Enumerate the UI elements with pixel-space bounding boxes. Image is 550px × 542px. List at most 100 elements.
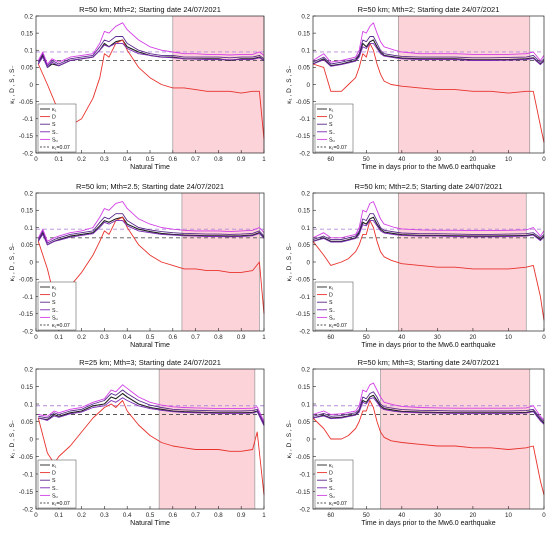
- y-tick-label: 0.05: [298, 65, 311, 72]
- x-tick-label: 50: [363, 512, 370, 519]
- y-tick-label: 0.05: [298, 419, 311, 426]
- y-axis-label: κ₁ , D , S , S₋: [286, 242, 293, 281]
- legend-label: D: [52, 471, 56, 477]
- x-axis-label: Natural Time: [130, 164, 170, 171]
- y-tick-label: -0.05: [19, 277, 34, 284]
- legend-label: S: [329, 300, 333, 306]
- legend: κ₁ DS S₋Sᵤ κ₁=0.07: [37, 281, 77, 331]
- x-tick-label: 30: [434, 156, 441, 163]
- x-tick-label: 0.8: [214, 156, 223, 163]
- series-line-1: [312, 216, 545, 242]
- y-tick-label: 0.05: [21, 65, 34, 72]
- y-tick-label: 0.1: [301, 48, 310, 55]
- legend-label: S₋: [329, 486, 336, 492]
- x-tick-label: 0: [542, 512, 546, 519]
- series-line-2: [312, 220, 545, 321]
- y-tick-label: -0.05: [19, 454, 34, 461]
- legend-label: Sᵤ: [52, 493, 58, 499]
- legend-box: [37, 103, 77, 153]
- series-line-4: [312, 397, 545, 425]
- legend-label: κ₁: [329, 107, 334, 113]
- legend-box: [37, 459, 77, 509]
- series-line-5: [312, 22, 545, 63]
- series-line-4: [38, 397, 265, 426]
- shaded-region: [398, 193, 527, 331]
- y-tick-label: 0: [307, 436, 311, 443]
- y-tick-label: 0.1: [24, 401, 33, 408]
- legend-label: S₋: [329, 130, 336, 136]
- shaded-region: [159, 369, 255, 509]
- legend-label: κ₁=0.07: [329, 145, 347, 151]
- y-tick-label: 0.2: [301, 13, 310, 20]
- panel-2: R=50 km; Mth=2; Starting date 24/07/2021…: [286, 5, 546, 171]
- series-line-5: [312, 382, 545, 421]
- x-tick-label: 0: [542, 334, 546, 341]
- y-tick-label: 0.05: [21, 242, 34, 249]
- y-tick-label: -0.2: [299, 506, 310, 513]
- series-line-5: [37, 22, 265, 65]
- x-tick-label: 0: [34, 334, 38, 341]
- x-tick-label: 40: [398, 512, 405, 519]
- y-tick-label: -0.1: [299, 294, 310, 301]
- series-line-1: [37, 216, 265, 246]
- y-tick-label: -0.1: [22, 471, 33, 478]
- y-tick-label: 0: [30, 82, 34, 89]
- legend-box: [314, 459, 354, 509]
- legend-label: Sᵤ: [329, 137, 335, 143]
- x-axis-label: Natural Time: [130, 342, 170, 349]
- x-tick-label: 0.1: [54, 512, 63, 519]
- legend: κ₁ DS S₋Sᵤ κ₁=0.07: [37, 103, 77, 153]
- x-tick-label: 60: [327, 512, 334, 519]
- x-tick-label: 60: [327, 334, 334, 341]
- x-tick-label: 0.7: [191, 156, 200, 163]
- x-tick-label: 0.4: [123, 156, 132, 163]
- series-line-2: [37, 400, 265, 496]
- x-tick-label: 30: [434, 512, 441, 519]
- panel-1: R=50 km; Mth=2; Starting date 24/07/2021…: [9, 5, 266, 171]
- panel-title: R=50 km; Mth=2.5; Starting date 24/07/20…: [354, 182, 502, 191]
- x-axis-label: Time in days prior to the Mw6.0 earthqua…: [361, 342, 495, 349]
- series-line-5: [38, 384, 265, 422]
- panel-title: R=50 km; Mth=2; Starting date 24/07/2021: [79, 5, 221, 14]
- y-tick-label: 0: [307, 82, 311, 89]
- y-tick-label: 0.2: [24, 190, 33, 197]
- panel-title: R=50 km; Mth=2.5; Starting date 24/07/20…: [76, 182, 224, 191]
- legend-label: Sᵤ: [52, 315, 58, 321]
- legend-box: [37, 281, 77, 331]
- y-tick-label: 0.1: [24, 48, 33, 55]
- legend-label: S₋: [52, 486, 59, 492]
- x-axis-label: Time in days prior to the Mw6.0 earthqua…: [361, 520, 495, 527]
- x-tick-label: 0.1: [54, 334, 63, 341]
- x-tick-label: 40: [398, 156, 405, 163]
- legend-box: [314, 281, 354, 331]
- legend: κ₁ DS S₋Sᵤ κ₁=0.07: [314, 281, 354, 331]
- y-tick-label: 0.2: [24, 13, 33, 20]
- legend-label: κ₁=0.07: [329, 323, 347, 329]
- y-tick-label: -0.05: [296, 454, 311, 461]
- y-tick-label: 0.15: [21, 30, 34, 37]
- series-line-1: [38, 392, 265, 426]
- x-tick-label: 10: [505, 512, 512, 519]
- y-tick-label: -0.15: [296, 133, 311, 140]
- x-tick-label: 0.5: [146, 334, 155, 341]
- y-tick-label: 0.05: [298, 242, 311, 249]
- x-tick-label: 10: [505, 334, 512, 341]
- y-tick-label: 0.1: [24, 225, 33, 232]
- x-tick-label: 1: [262, 512, 266, 519]
- y-tick-label: 0: [30, 259, 34, 266]
- x-tick-label: 0.6: [168, 334, 177, 341]
- y-tick-label: -0.05: [296, 99, 311, 106]
- x-tick-label: 20: [469, 156, 476, 163]
- y-tick-label: -0.05: [19, 99, 34, 106]
- y-tick-label: -0.1: [299, 471, 310, 478]
- series-line-4: [312, 220, 545, 243]
- y-axis-label: κ₁ , D , S , S₋: [286, 419, 293, 458]
- x-tick-label: 0.9: [237, 334, 246, 341]
- y-axis-label: κ₁ , D , S , S₋: [286, 65, 293, 104]
- legend-label: κ₁=0.07: [52, 501, 70, 507]
- panel-4: R=50 km; Mth=2.5; Starting date 24/07/20…: [286, 182, 546, 349]
- shaded-region: [172, 16, 264, 153]
- x-tick-label: 0.6: [168, 156, 177, 163]
- y-tick-label: 0.15: [298, 384, 311, 391]
